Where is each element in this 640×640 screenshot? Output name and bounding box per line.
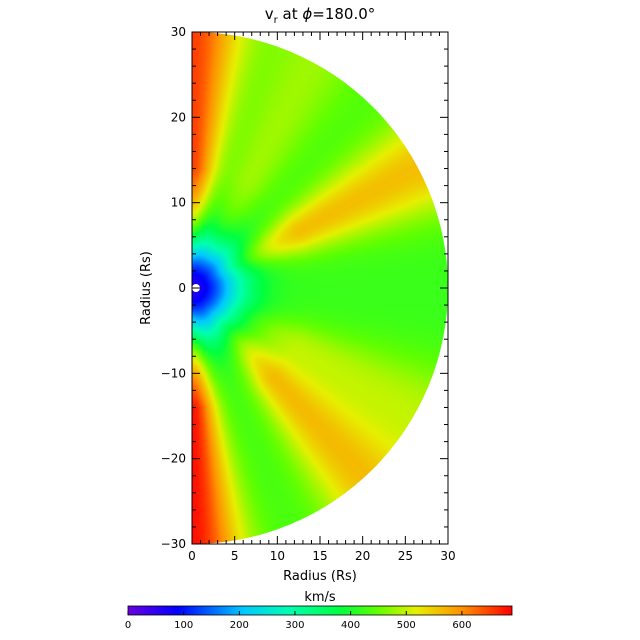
- y-tick-label: −30: [161, 537, 186, 551]
- x-tick-label: 0: [188, 549, 196, 563]
- velocity-heatmap: [192, 32, 448, 544]
- chart-title: vr at ϕ=180.0°: [265, 5, 376, 26]
- colorbar-tick-label: 500: [397, 620, 416, 631]
- y-tick-label: −20: [161, 452, 186, 466]
- colorbar-tick-label: 600: [452, 620, 471, 631]
- x-tick-label: 15: [312, 549, 327, 563]
- y-tick-label: 10: [171, 196, 186, 210]
- colorbar-tick-label: 0: [125, 620, 131, 631]
- x-tick-label: 20: [355, 549, 370, 563]
- colorbar-tick-label: 400: [341, 620, 360, 631]
- y-tick-label: 0: [178, 281, 186, 295]
- y-tick-label: 20: [171, 110, 186, 124]
- x-axis: 0 5 10 15 20 25 30: [188, 32, 456, 563]
- colorbar-axis: 0 100 200 300 400 500 600: [125, 611, 471, 631]
- x-tick-label: 30: [440, 549, 455, 563]
- y-axis-label: Radius (Rs): [139, 251, 154, 325]
- colorbar-tick-label: 100: [174, 620, 193, 631]
- colorbar-tick-label: 200: [230, 620, 249, 631]
- x-tick-label: 5: [231, 549, 239, 563]
- x-tick-label: 25: [398, 549, 413, 563]
- heatmap-image: [192, 32, 448, 544]
- y-tick-label: −10: [161, 366, 186, 380]
- x-tick-label: 10: [270, 549, 285, 563]
- x-axis-label: Radius (Rs): [283, 569, 357, 584]
- y-tick-label: 30: [171, 25, 186, 39]
- colorbar-tick-label: 300: [285, 620, 304, 631]
- colorbar: [127, 605, 513, 616]
- colorbar-label: km/s: [304, 590, 336, 605]
- y-axis: 30 20 10 0 −10 −20 −30: [161, 25, 448, 551]
